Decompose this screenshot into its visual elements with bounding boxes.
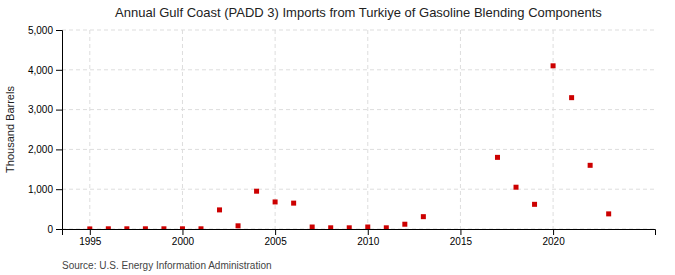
- chart: 1995 2000 2005 2010 2015 2020 0 1,000 2,000 3,000…: [0, 0, 675, 275]
- x-tick-label: 1995: [79, 236, 102, 247]
- point: [588, 163, 593, 168]
- y-tick-label: 4,000: [28, 65, 53, 76]
- x-tick-mark: [275, 229, 276, 235]
- points: [87, 63, 611, 229]
- x-tick-mark: [460, 229, 461, 235]
- x-tick: 1995: [79, 229, 102, 247]
- x-grid-line: [367, 30, 368, 229]
- point: [124, 226, 129, 229]
- x-grid-line: [460, 30, 461, 229]
- point: [328, 225, 333, 229]
- point: [291, 201, 296, 206]
- y-tick: 2,000: [28, 144, 62, 155]
- y-grid-line: [62, 109, 655, 110]
- point: [254, 189, 259, 194]
- title: Annual Gulf Coast (PADD 3) Imports from …: [115, 5, 602, 20]
- y-tick-mark: [56, 149, 62, 150]
- x-tick-label: 2000: [172, 236, 195, 247]
- y-grid-line: [62, 149, 655, 150]
- y-grid-line: [62, 189, 655, 190]
- point: [161, 226, 166, 229]
- x-grid-line: [89, 30, 90, 229]
- y-tick: 4,000: [28, 65, 62, 76]
- point: [310, 225, 315, 229]
- point: [384, 225, 389, 229]
- x-tick-mark: [553, 229, 554, 235]
- grid: [62, 30, 655, 229]
- point: [421, 214, 426, 219]
- point: [495, 155, 500, 160]
- x-tick-mark: [182, 229, 183, 235]
- x-tick: 2015: [450, 229, 473, 247]
- x-grid-line: [182, 30, 183, 229]
- y-tick-label: 0: [47, 224, 53, 235]
- x-tick-label: 2010: [357, 236, 380, 247]
- point: [532, 202, 537, 207]
- x-axis-line: [63, 230, 656, 236]
- x-tick: 2010: [357, 229, 380, 247]
- x-tick-mark: [368, 229, 369, 235]
- y-grid-line: [62, 69, 655, 70]
- y-axis-title: Thousand Barrels: [4, 86, 16, 173]
- y-tick-mark: [56, 229, 62, 230]
- y-tick: 0: [47, 224, 62, 235]
- y-grid-line: [62, 30, 655, 31]
- point: [87, 226, 92, 229]
- y-tick-mark: [56, 189, 62, 190]
- x-tick-label: 2005: [264, 236, 287, 247]
- y-tick-label: 2,000: [28, 144, 53, 155]
- x-grid-line: [553, 30, 554, 229]
- source-note: Source: U.S. Energy Information Administ…: [62, 260, 272, 271]
- x-tick-label: 2015: [450, 236, 473, 247]
- y-tick: 1,000: [28, 184, 62, 195]
- y-tick-label: 3,000: [28, 104, 53, 115]
- point: [514, 185, 519, 190]
- point: [551, 63, 556, 68]
- point: [143, 226, 148, 229]
- x-tick: 2005: [264, 229, 287, 247]
- x-grid-line: [275, 30, 276, 229]
- point: [347, 225, 352, 229]
- x-tick: 2020: [542, 229, 565, 247]
- y-tick: 3,000: [28, 104, 62, 115]
- y-axis-line: [56, 31, 63, 230]
- point: [180, 226, 185, 229]
- y-tick-mark: [56, 30, 62, 31]
- y-tick: 5,000: [28, 25, 62, 36]
- x-tick-label: 2020: [542, 236, 565, 247]
- plot: 1995 2000 2005 2010 2015 2020 0 1,000 2,000 3,000…: [28, 25, 656, 247]
- point: [365, 225, 370, 229]
- point: [217, 207, 222, 212]
- point: [273, 199, 278, 204]
- y-tick-label: 5,000: [28, 25, 53, 36]
- point: [606, 211, 611, 216]
- point: [569, 95, 574, 100]
- y-tick-mark: [56, 70, 62, 71]
- y-tick-label: 1,000: [28, 184, 53, 195]
- point: [198, 226, 203, 229]
- point: [236, 223, 241, 228]
- point: [402, 222, 407, 227]
- point: [106, 226, 111, 229]
- x-tick: 2000: [172, 229, 195, 247]
- y-tick-mark: [56, 110, 62, 111]
- x-axis: 1995 2000 2005 2010 2015 2020: [63, 229, 656, 247]
- x-tick-mark: [90, 229, 91, 235]
- y-axis: 0 1,000 2,000 3,000 4,000 5,000: [28, 25, 63, 235]
